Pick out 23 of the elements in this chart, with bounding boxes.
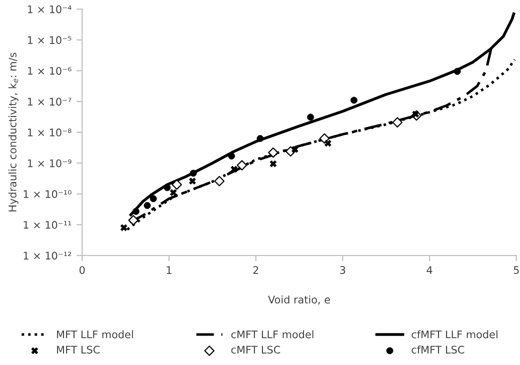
- legend-label: cMFT LSC: [231, 346, 280, 354]
- x-tick-label: 1: [166, 266, 172, 274]
- y-tick-label: 1 × 10⁻⁷: [28, 98, 72, 106]
- legend-label: cMFT LLF model: [231, 330, 314, 338]
- y-tick-label: 1 × 10⁻⁹: [28, 159, 72, 168]
- x-tick-label: 5: [514, 266, 519, 274]
- x-tick-label: 0: [80, 266, 85, 274]
- y-tick-label: 1 × 10⁻⁸: [28, 128, 72, 136]
- legend-label: cfMFT LSC: [412, 346, 464, 354]
- y-tick-label: 1 × 10⁻¹⁰: [24, 190, 72, 198]
- y-tick-label: 1 × 10⁻¹¹: [24, 220, 72, 229]
- legend-label: MFT LSC: [57, 346, 100, 354]
- legend-label: cfMFT LLF model: [412, 330, 498, 338]
- y-axis-title: Hydraulic conductivity, k$_{e}$: m/s: [8, 52, 18, 212]
- x-axis-title: Void ratio, e: [268, 295, 330, 305]
- y-tick-label: 1 × 10⁻⁴: [28, 5, 72, 14]
- x-tick-label: 4: [426, 266, 432, 274]
- y-tick-label: 1 × 10⁻¹²: [24, 252, 72, 260]
- x-tick-label: 2: [253, 266, 258, 274]
- y-tick-label: 1 × 10⁻⁶: [28, 66, 72, 75]
- y-tick-label: 1 × 10⁻⁵: [28, 36, 72, 44]
- x-tick-label: 3: [340, 266, 346, 274]
- legend-label: MFT LLF model: [57, 330, 133, 338]
